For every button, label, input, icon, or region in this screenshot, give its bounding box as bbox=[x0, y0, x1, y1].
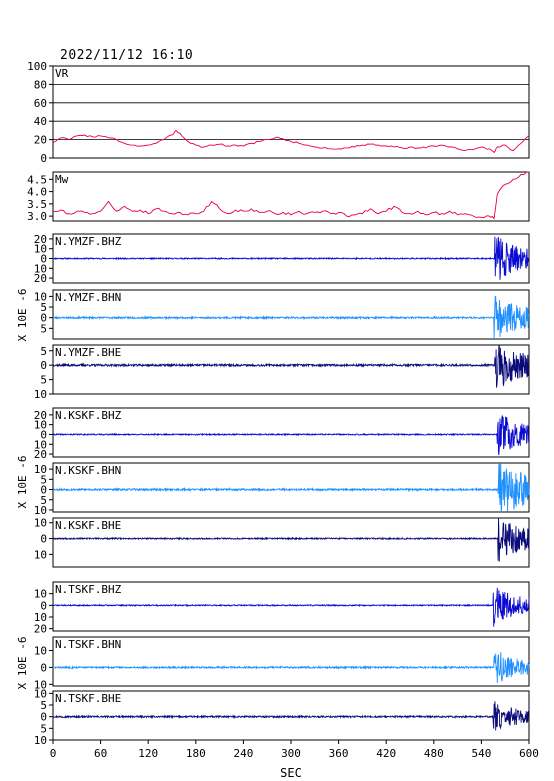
panel-label: N.TSKF.BHN bbox=[55, 638, 121, 651]
y-tick-label: 10 bbox=[34, 645, 47, 658]
panel-frame bbox=[52, 636, 530, 687]
x-tick-label: 0 bbox=[50, 747, 57, 760]
y-tick-label: 5 bbox=[40, 494, 47, 507]
panel-frame bbox=[52, 690, 530, 741]
y-tick-label: 80 bbox=[34, 78, 47, 91]
y-tick-label: 20 bbox=[34, 448, 47, 461]
panel-label: N.TSKF.BHZ bbox=[55, 583, 122, 596]
timestamp: 2022/11/12 16:10 bbox=[60, 48, 194, 63]
y-tick-label: 0 bbox=[40, 428, 47, 441]
panel-frame bbox=[52, 517, 530, 568]
panel-frame bbox=[52, 65, 530, 159]
y-tick-label: 10 bbox=[34, 438, 47, 451]
panel-label: N.YMZF.BHE bbox=[55, 346, 121, 359]
x-tick-label: 360 bbox=[329, 747, 349, 760]
y-tick-label: 20 bbox=[34, 134, 47, 147]
y-tick-label: 5 bbox=[40, 345, 47, 358]
panel-frame bbox=[52, 171, 530, 222]
unit-label: X 10E -6 bbox=[16, 289, 29, 342]
panel-label: N.KSKF.BHZ bbox=[55, 409, 122, 422]
y-tick-label: 10 bbox=[34, 388, 47, 401]
y-tick-label: 20 bbox=[34, 233, 47, 246]
x-tick-label: 540 bbox=[471, 747, 491, 760]
series-line bbox=[52, 587, 530, 627]
series-line bbox=[52, 129, 530, 154]
panel-frame bbox=[52, 462, 530, 513]
y-tick-label: 5 bbox=[40, 374, 47, 387]
y-tick-label: 5 bbox=[40, 722, 47, 735]
panel-label: Mw bbox=[55, 173, 69, 186]
panel-frame bbox=[52, 407, 530, 458]
panel-label: N.YMZF.BHN bbox=[55, 291, 121, 304]
x-tick-label: 600 bbox=[519, 747, 539, 760]
y-tick-label: 10 bbox=[34, 419, 47, 432]
y-tick-label: 10 bbox=[34, 262, 47, 275]
x-tick-label: 180 bbox=[186, 747, 206, 760]
x-tick-label: 480 bbox=[424, 747, 444, 760]
y-tick-label: 10 bbox=[34, 548, 47, 561]
y-tick-label: 10 bbox=[34, 611, 47, 624]
series-line bbox=[52, 295, 530, 340]
y-tick-label: 10 bbox=[34, 290, 47, 303]
series-line bbox=[52, 701, 530, 731]
panel-label: VR bbox=[55, 67, 69, 80]
y-tick-label: 10 bbox=[34, 517, 47, 530]
x-tick-label: 120 bbox=[138, 747, 158, 760]
y-tick-label: 0 bbox=[40, 312, 47, 325]
series-line bbox=[52, 344, 530, 388]
y-tick-label: 10 bbox=[34, 734, 47, 747]
y-tick-label: 20 bbox=[34, 272, 47, 285]
y-tick-label: 5 bbox=[40, 322, 47, 335]
series-line bbox=[52, 652, 530, 683]
y-tick-label: 4.5 bbox=[27, 173, 47, 186]
y-tick-label: 3.5 bbox=[27, 198, 47, 211]
y-tick-label: 10 bbox=[34, 504, 47, 517]
series-line bbox=[52, 517, 530, 562]
y-tick-label: 10 bbox=[34, 678, 47, 691]
y-tick-label: 0 bbox=[40, 533, 47, 546]
x-axis-label: SEC bbox=[280, 766, 302, 780]
panel-frame bbox=[52, 344, 530, 395]
panel-label: N.TSKF.BHE bbox=[55, 692, 121, 705]
y-tick-label: 20 bbox=[34, 409, 47, 422]
y-tick-label: 3.0 bbox=[27, 210, 47, 223]
y-tick-label: 100 bbox=[27, 60, 47, 73]
y-tick-label: 5 bbox=[40, 301, 47, 314]
y-tick-label: 0 bbox=[40, 359, 47, 372]
y-tick-label: 0 bbox=[40, 484, 47, 497]
series-line bbox=[52, 171, 530, 220]
y-tick-label: 0 bbox=[40, 253, 47, 266]
y-tick-label: 40 bbox=[34, 115, 47, 128]
y-tick-label: 10 bbox=[34, 243, 47, 256]
y-tick-label: 10 bbox=[34, 463, 47, 476]
series-line bbox=[52, 462, 530, 513]
series-line bbox=[53, 236, 530, 280]
y-tick-label: 0 bbox=[40, 711, 47, 724]
y-tick-label: 60 bbox=[34, 97, 47, 110]
y-tick-label: 10 bbox=[34, 687, 47, 700]
x-tick-label: 300 bbox=[281, 747, 301, 760]
series-line bbox=[52, 415, 530, 456]
unit-label: X 10E -6 bbox=[16, 637, 29, 690]
panel-label: N.KSKF.BHN bbox=[55, 464, 121, 477]
y-tick-label: 20 bbox=[34, 623, 47, 636]
x-tick-label: 240 bbox=[233, 747, 253, 760]
x-tick-label: 60 bbox=[94, 747, 107, 760]
panel-label: N.YMZF.BHZ bbox=[55, 235, 122, 248]
unit-label: X 10E -6 bbox=[16, 456, 29, 509]
y-tick-label: 10 bbox=[34, 588, 47, 601]
y-tick-label: 5 bbox=[40, 473, 47, 486]
y-tick-label: 0 bbox=[40, 152, 47, 165]
panel-frame bbox=[52, 289, 530, 340]
panel-label: N.KSKF.BHE bbox=[55, 519, 121, 532]
y-tick-label: 0 bbox=[40, 599, 47, 612]
y-tick-label: 4.0 bbox=[27, 186, 47, 199]
x-tick-label: 420 bbox=[376, 747, 396, 760]
y-tick-label: 0 bbox=[40, 661, 47, 674]
y-tick-label: 5 bbox=[40, 699, 47, 712]
panel-frame bbox=[52, 581, 530, 632]
